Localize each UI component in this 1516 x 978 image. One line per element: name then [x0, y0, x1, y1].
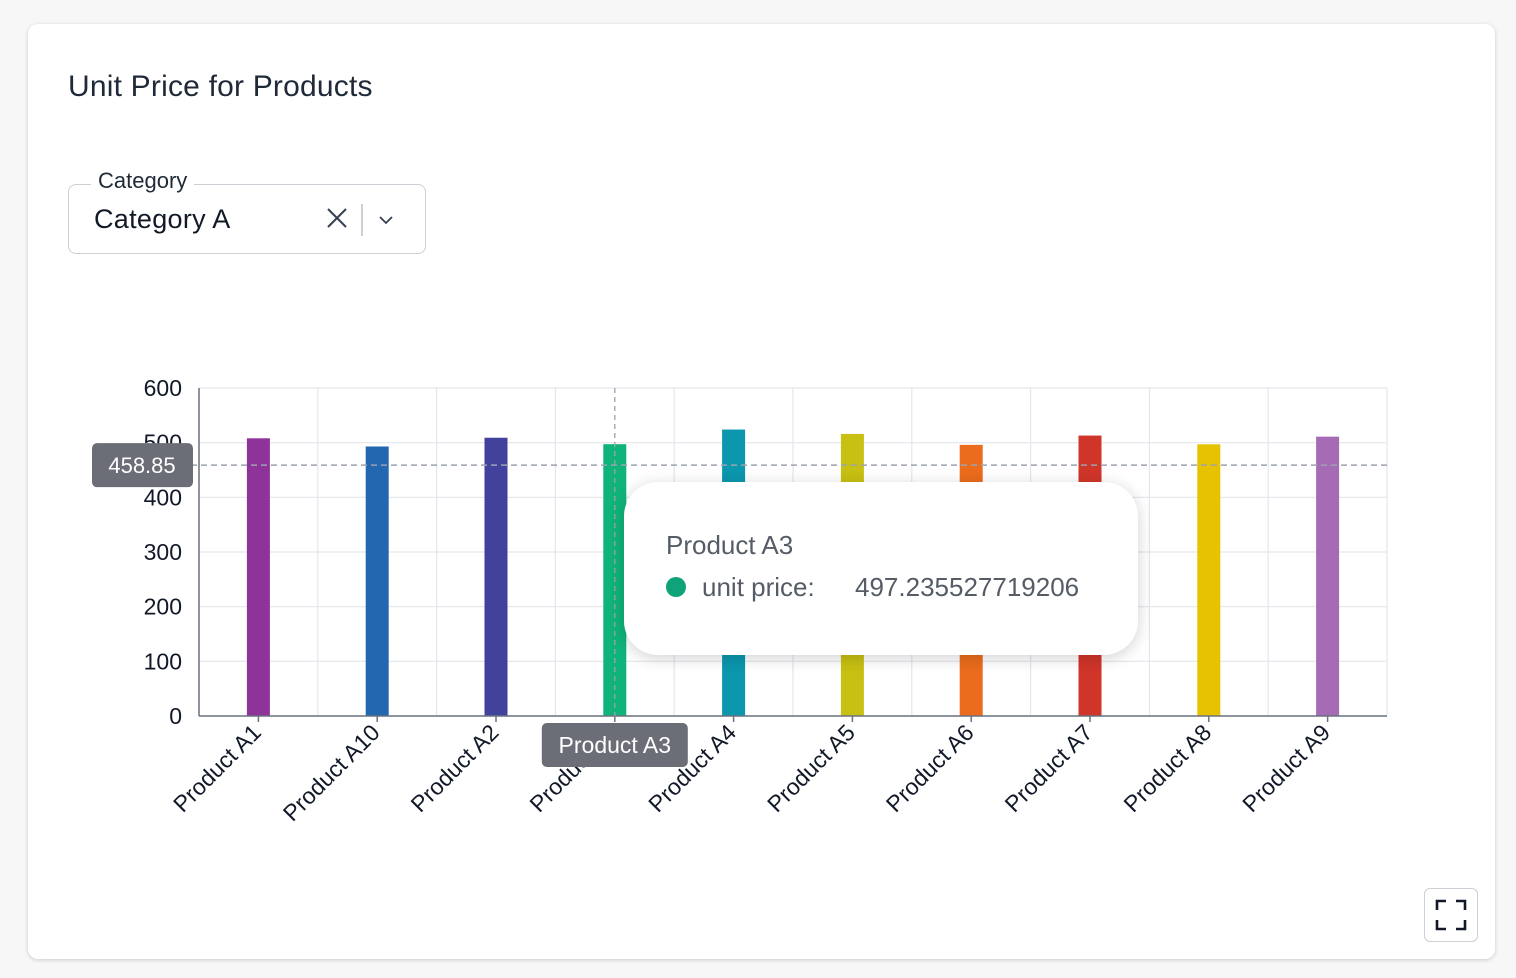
y-tick-label: 400: [144, 484, 182, 510]
y-tick-label: 0: [169, 703, 182, 729]
crosshair-y-badge: [92, 443, 193, 488]
x-tick-label: Product A7: [1000, 719, 1098, 817]
y-tick-label: 200: [144, 594, 182, 620]
x-tick-label: Product A1: [168, 719, 266, 817]
x-tick-label: Product A2: [406, 719, 504, 817]
select-divider: [361, 204, 363, 236]
x-tick-label: Product A8: [1118, 719, 1216, 817]
y-tick-label: 100: [144, 648, 182, 674]
tooltip-title: Product A3: [666, 530, 794, 560]
x-tick-label: Product A6: [881, 719, 979, 817]
chevron-down-icon[interactable]: [373, 207, 399, 233]
x-tick-label: Product A10: [278, 719, 385, 826]
tooltip-series-label: unit price:: [702, 572, 815, 602]
bar: [246, 438, 270, 716]
category-select-label: Category: [91, 168, 195, 194]
crosshair-x-badge: [541, 723, 688, 767]
x-tick-label: Product A9: [1237, 719, 1335, 817]
tooltip-series-value: 497.235527719206: [855, 572, 1080, 602]
crosshair-x-label: Product A3: [559, 732, 672, 758]
bar: [484, 437, 508, 716]
bar: [365, 446, 389, 716]
category-select[interactable]: Category Category A: [68, 168, 426, 254]
bar: [1197, 444, 1221, 716]
tooltip-series-marker: [666, 577, 686, 597]
chart-card-title: Unit Price for Products: [68, 70, 373, 103]
fullscreen-icon: [1435, 899, 1467, 931]
close-icon[interactable]: [322, 203, 352, 233]
chart-tooltip: Product A3 unit price: 497.235527719206: [624, 482, 1138, 655]
bar: [1316, 436, 1340, 716]
x-tick-label: Product A5: [762, 719, 860, 817]
y-tick-label: 600: [144, 375, 182, 401]
y-tick-label: 300: [144, 539, 182, 565]
fullscreen-button[interactable]: [1424, 888, 1478, 942]
category-select-value: Category A: [94, 204, 231, 234]
crosshair-y-value: 458.85: [108, 453, 175, 478]
